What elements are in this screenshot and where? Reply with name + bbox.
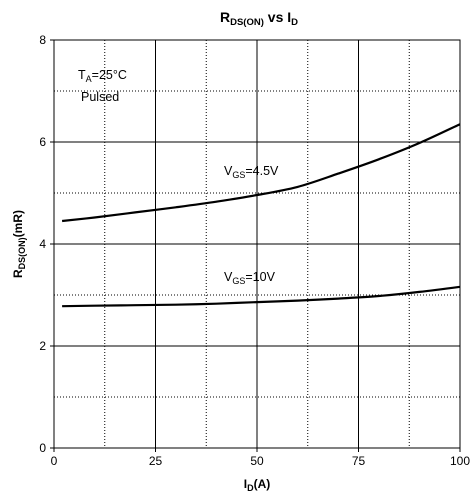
y-tick-label: 8: [39, 33, 46, 47]
series-group: [61, 123, 461, 308]
condition-ta: TA=25°C: [78, 68, 127, 84]
x-tick-label: 0: [51, 454, 58, 468]
series-line-1: [62, 285, 461, 308]
y-tick-label: 4: [39, 237, 46, 251]
grid: [54, 40, 460, 448]
x-tick-label: 75: [352, 454, 366, 468]
y-tick-label: 2: [39, 339, 46, 353]
y-tick-label: 6: [39, 135, 46, 149]
y-axis-ticks: 0 2 4 6 8: [39, 33, 54, 455]
chart-title: RDS(ON) vs ID: [220, 9, 298, 28]
x-axis-ticks: 0 25 50 75 100: [51, 448, 470, 468]
y-axis-label: RDS(ON)(mR): [11, 210, 27, 278]
x-tick-label: 50: [250, 454, 264, 468]
condition-pulsed: Pulsed: [81, 90, 119, 104]
series-label-vgs10: VGS=10V: [224, 270, 276, 286]
x-tick-label: 100: [450, 454, 470, 468]
x-tick-label: 25: [149, 454, 163, 468]
chart-title-sub: DS(ON): [230, 17, 264, 28]
series-line-0: [61, 123, 461, 223]
x-axis-label: ID(A): [244, 477, 271, 493]
y-tick-label: 0: [39, 441, 46, 455]
series-label-vgs45: VGS=4.5V: [224, 164, 279, 180]
